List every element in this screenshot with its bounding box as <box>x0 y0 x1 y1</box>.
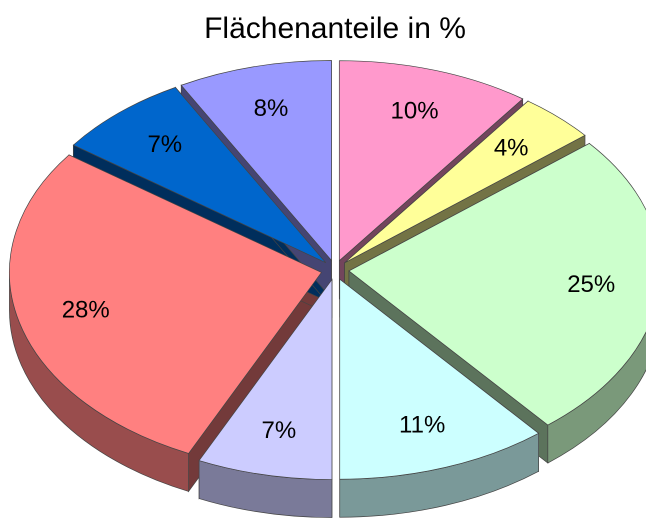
data-label: 28% <box>62 297 110 324</box>
slice <box>338 60 524 262</box>
slice <box>72 86 327 263</box>
data-label: 25% <box>567 271 615 298</box>
data-label: 7% <box>147 131 182 158</box>
slice <box>344 100 586 264</box>
slice-side <box>547 331 646 464</box>
slice <box>198 278 333 480</box>
chart-title: Flächenanteile in % <box>204 12 466 45</box>
slice <box>339 278 540 480</box>
slice <box>9 154 322 454</box>
data-label: 4% <box>494 134 529 161</box>
data-label: 10% <box>391 98 439 125</box>
data-label: 11% <box>399 411 445 438</box>
slice <box>348 143 646 426</box>
data-label: 7% <box>262 417 297 444</box>
data-label: 8% <box>254 95 289 122</box>
slice <box>180 60 332 262</box>
